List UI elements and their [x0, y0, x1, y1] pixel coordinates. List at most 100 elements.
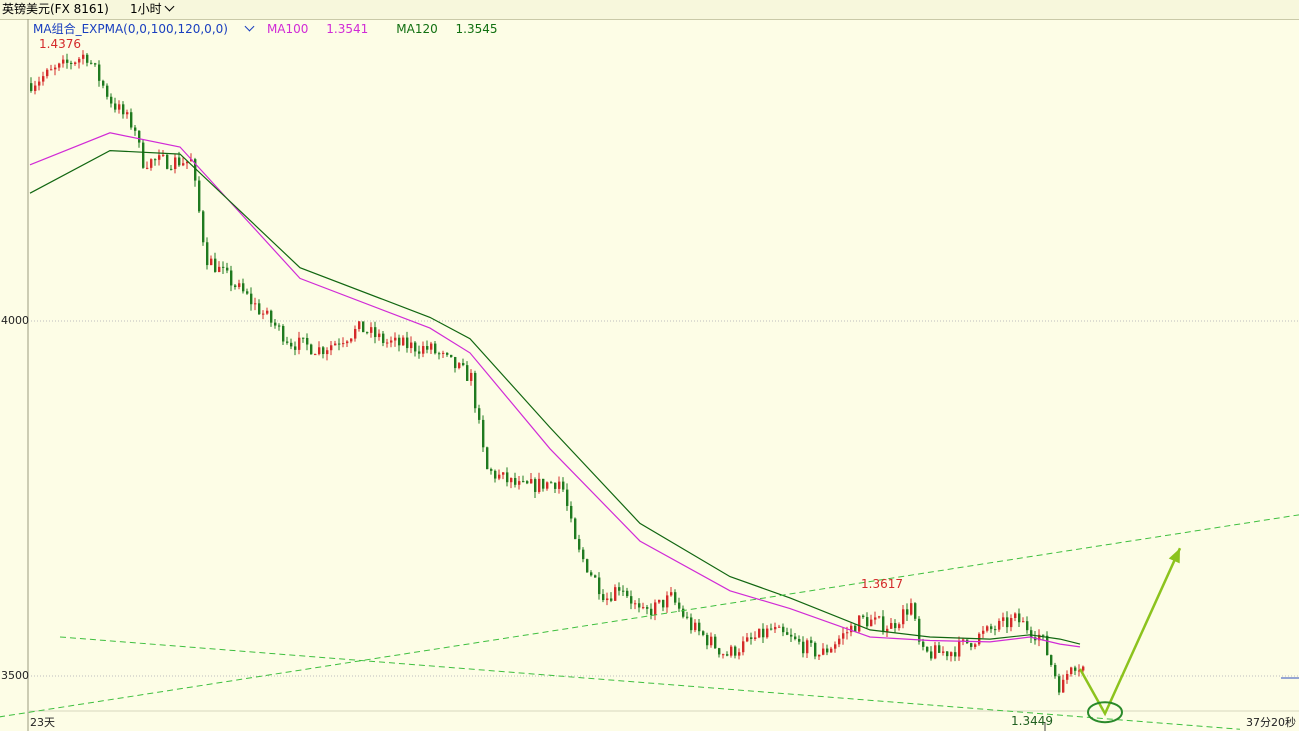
candle-body — [302, 337, 305, 339]
candle-body — [122, 104, 125, 115]
candle — [818, 654, 821, 661]
candle-body — [778, 626, 781, 628]
candle-body — [738, 652, 741, 656]
candle — [730, 644, 733, 658]
candle — [694, 619, 697, 633]
candle-body — [514, 478, 517, 485]
candle-body — [214, 258, 217, 272]
candle-body — [30, 83, 33, 91]
candle — [890, 618, 893, 629]
candles-layer — [30, 50, 1085, 696]
candle-body — [1014, 613, 1017, 618]
candle-body — [1082, 666, 1085, 671]
candle — [986, 625, 989, 633]
candle — [106, 83, 109, 100]
candle — [218, 261, 221, 273]
candle — [1026, 616, 1029, 634]
candle-body — [1030, 630, 1033, 638]
candle-body — [970, 643, 973, 647]
candle — [326, 347, 329, 361]
low-highlight-circle — [1087, 701, 1123, 724]
candle-body — [410, 342, 413, 349]
candle — [234, 283, 237, 290]
candle-body — [526, 481, 529, 484]
symbol-title[interactable]: 英镑美元(FX 8161) — [2, 2, 109, 16]
candle — [1062, 674, 1065, 693]
candle-body — [990, 626, 993, 630]
candle-body — [638, 603, 641, 608]
candle — [250, 287, 253, 311]
candle-body — [282, 325, 285, 342]
candle — [46, 68, 49, 79]
candle — [282, 324, 285, 345]
candle — [354, 325, 357, 342]
candle-body — [202, 211, 205, 243]
candle — [534, 477, 537, 498]
candle-body — [922, 641, 925, 647]
candle — [274, 319, 277, 329]
candle-body — [574, 518, 577, 539]
candle-body — [506, 472, 509, 483]
candle — [830, 646, 833, 653]
candle — [838, 635, 841, 648]
candle — [510, 477, 513, 489]
candle-body — [1046, 635, 1049, 656]
candle-body — [722, 654, 725, 656]
candle — [934, 641, 937, 660]
candle-body — [878, 616, 881, 618]
candle-body — [766, 628, 769, 638]
candle-body — [406, 337, 409, 349]
candle — [50, 64, 53, 71]
candle — [486, 446, 489, 470]
candle-body — [502, 472, 505, 475]
candle — [770, 623, 773, 631]
candle-body — [1070, 667, 1073, 675]
candle-body — [442, 352, 445, 354]
candle-body — [958, 640, 961, 657]
candle-body — [334, 343, 337, 346]
candle — [170, 164, 173, 171]
candle — [62, 55, 65, 68]
candle — [34, 80, 37, 95]
candle-body — [962, 639, 965, 641]
candle — [262, 310, 265, 320]
y-tick-lower: 3500 — [1, 669, 29, 682]
candle-body — [994, 629, 997, 631]
indicator-selector[interactable]: MA组合_EXPMA(0,0,100,120,0,0) — [33, 21, 255, 36]
candle — [762, 623, 765, 644]
candle — [826, 644, 829, 656]
candle-body — [86, 54, 89, 63]
candle-body — [298, 337, 301, 350]
candle-body — [198, 180, 201, 212]
candle — [690, 613, 693, 634]
candle-body — [150, 159, 153, 168]
candle-body — [226, 267, 229, 271]
candle-body — [1006, 617, 1009, 628]
candle-body — [378, 333, 381, 338]
candle-body — [446, 352, 449, 355]
candle-body — [1026, 621, 1029, 631]
ma120-line — [29, 149, 1081, 645]
candle — [42, 71, 45, 86]
candle — [586, 558, 589, 573]
candle-body — [106, 85, 109, 97]
candle — [430, 341, 433, 355]
candle-body — [102, 80, 105, 86]
candle — [954, 646, 957, 662]
period-dropdown[interactable]: 1小时 — [130, 0, 175, 19]
candle — [998, 618, 1001, 632]
candle — [54, 64, 57, 76]
candle-body — [182, 163, 185, 166]
candle — [786, 627, 789, 636]
candle — [710, 632, 713, 648]
candle — [970, 642, 973, 651]
candle — [166, 153, 169, 170]
candle — [70, 60, 73, 70]
candle — [642, 602, 645, 610]
candle — [598, 572, 601, 600]
candle — [526, 480, 529, 485]
candle — [566, 483, 569, 511]
candle — [874, 611, 877, 625]
candle-body — [706, 634, 709, 646]
